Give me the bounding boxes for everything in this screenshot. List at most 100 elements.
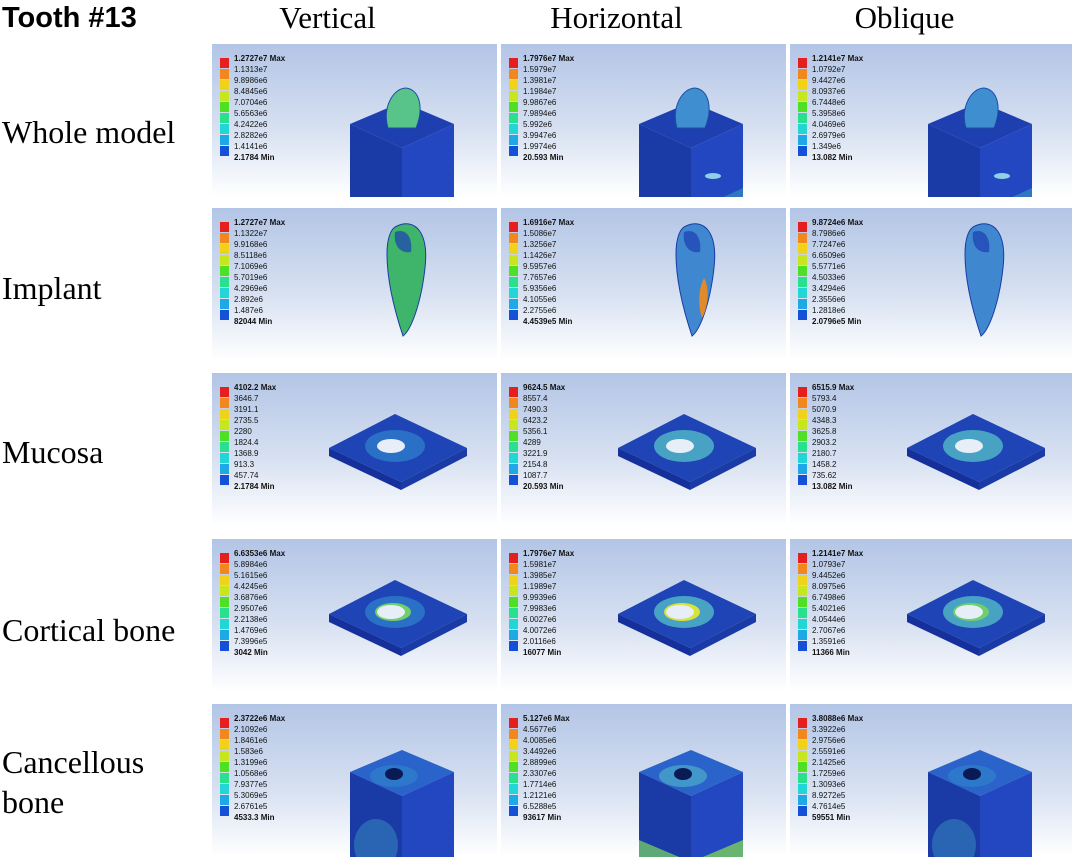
legend-value: 735.62: [812, 471, 837, 480]
legend-value: 4.1055e6: [523, 295, 557, 304]
legend-max-value: 1.2141e7 Max: [812, 549, 864, 558]
stress-region: [699, 278, 708, 318]
legend-swatch: [798, 135, 807, 145]
slab-right-side: [979, 614, 1045, 656]
legend-swatch: [220, 233, 229, 243]
slab-left-side: [907, 448, 979, 490]
legend-row: 4348.3: [798, 416, 948, 430]
legend-value: 2.892e6: [234, 295, 263, 304]
legend-swatch: [509, 222, 518, 232]
result-panel: 4102.2 Max 3646.7 3191.1 2735.5 2280 1824.4 13…: [212, 373, 497, 526]
legend-min-value: 20.593 Min: [523, 482, 564, 491]
legend-swatch: [220, 586, 229, 596]
legend-row: 1.2727e7 Max: [220, 54, 370, 68]
result-panel: 1.7976e7 Max 1.5979e7 1.3981e7 1.1984e7 9.98…: [501, 44, 786, 197]
legend-min-value: 2.1784 Min: [234, 153, 275, 162]
legend-row: 1.5981e7: [509, 560, 659, 574]
result-panel: 1.2727e7 Max 1.1313e7 9.8986e6 8.4845e6 7.07…: [212, 44, 497, 197]
legend-row: 2.5591e6: [798, 747, 948, 761]
legend-swatch: [798, 398, 807, 408]
legend-row: 13.082 Min: [798, 482, 948, 492]
stress-region: [354, 819, 398, 857]
legend-row: 1.7976e7 Max: [509, 549, 659, 563]
legend-row: 13.082 Min: [798, 153, 948, 163]
legend-row: 2.2755e6: [509, 306, 659, 320]
legend-swatch: [798, 718, 807, 728]
fea-model-cancellous: [350, 750, 454, 857]
legend-swatch: [509, 58, 518, 68]
legend-value: 1.9974e6: [523, 142, 557, 151]
legend-swatch: [220, 431, 229, 441]
legend-value: 5070.9: [812, 405, 837, 414]
legend-row: 2.6979e6: [798, 131, 948, 145]
legend-row: 8.0937e6: [798, 87, 948, 101]
legend-value: 1.349e6: [812, 142, 841, 151]
legend-row: 3.3922e6: [798, 725, 948, 739]
implant-shape: [386, 223, 427, 337]
legend-value: 4289: [523, 438, 541, 447]
legend-swatch: [798, 288, 807, 298]
legend-swatch: [798, 586, 807, 596]
legend-row: 7.1069e6: [220, 262, 370, 276]
legend-swatch: [798, 310, 807, 320]
legend-swatch: [220, 464, 229, 474]
legend-swatch: [509, 113, 518, 123]
legend-value: 2.9756e6: [812, 736, 846, 745]
cube-left-face: [350, 124, 402, 197]
cube-right-face: [402, 772, 454, 857]
legend-row: 1.0793e7: [798, 560, 948, 574]
legend-row: 1.3093e6: [798, 780, 948, 794]
legend-value: 1.3591e6: [812, 637, 846, 646]
legend-swatch: [509, 762, 518, 772]
implant-hole: [666, 439, 694, 453]
legend-swatch: [798, 475, 807, 485]
legend-value: 2.7067e6: [812, 626, 846, 635]
slab-left-side: [618, 614, 690, 656]
legend-row: 5356.1: [509, 427, 659, 441]
legend-value: 2.3556e6: [812, 295, 846, 304]
legend-value: 4.0085e6: [523, 736, 557, 745]
legend-row: 82044 Min: [220, 317, 370, 327]
legend-value: 2180.7: [812, 449, 837, 458]
legend-swatch: [509, 784, 518, 794]
legend-value: 7.3996e5: [234, 637, 268, 646]
tooth-crown: [675, 87, 710, 129]
tooth-crown: [386, 87, 421, 129]
legend-value: 5.8984e6: [234, 560, 268, 569]
legend-swatch: [798, 806, 807, 816]
legend-row: 7.9894e6: [509, 109, 659, 123]
legend-swatch: [220, 442, 229, 452]
legend-swatch: [509, 442, 518, 452]
legend-swatch: [220, 420, 229, 430]
legend-row: 4.2969e6: [220, 284, 370, 298]
legend-row: 4.0072e6: [509, 626, 659, 640]
legend-row: 2.1784 Min: [220, 153, 370, 163]
legend-value: 7.9894e6: [523, 109, 557, 118]
legend-swatch: [509, 409, 518, 419]
legend-swatch: [798, 102, 807, 112]
cube-right-face: [980, 124, 1032, 197]
legend-min-value: 2.0796e5 Min: [812, 317, 862, 326]
legend-value: 6423.2: [523, 416, 548, 425]
legend-row: 1.1984e7: [509, 87, 659, 101]
cube-right-face: [691, 124, 743, 197]
legend-row: 4.0085e6: [509, 736, 659, 750]
legend-row: 7490.3: [509, 405, 659, 419]
legend-value: 5.992e6: [523, 120, 552, 129]
legend-value: 7.9377e5: [234, 780, 268, 789]
legend-row: 2.6761e5: [220, 802, 370, 816]
legend-value: 457.74: [234, 471, 259, 480]
legend-swatch: [798, 124, 807, 134]
legend-value: 6.7498e6: [812, 593, 846, 602]
legend-row: 8.0975e6: [798, 582, 948, 596]
fea-model-cortical: [907, 580, 1045, 656]
legend-swatch: [220, 222, 229, 232]
legend-row: 7.9377e5: [220, 780, 370, 794]
legend-value: 1.583e6: [234, 747, 263, 756]
legend-value: 4.0469e6: [812, 120, 846, 129]
legend-min-value: 82044 Min: [234, 317, 273, 326]
legend-row: 1.3981e7: [509, 76, 659, 90]
legend-min-value: 2.1784 Min: [234, 482, 275, 491]
legend-swatch: [220, 718, 229, 728]
legend-value: 7.1069e6: [234, 262, 268, 271]
